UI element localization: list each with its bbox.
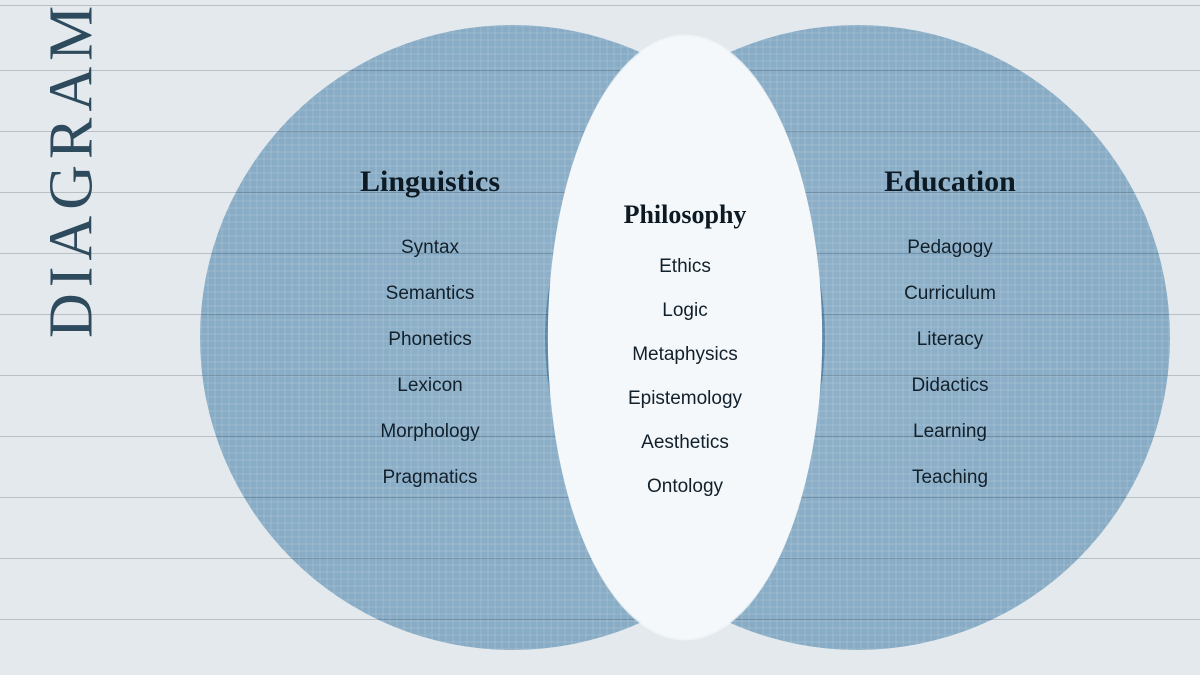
venn-center-item: Epistemology: [628, 388, 742, 410]
venn-left-item: Phonetics: [388, 329, 471, 351]
venn-left-column: Linguistics Syntax Semantics Phonetics L…: [290, 165, 570, 513]
venn-right-column: Education Pedagogy Curriculum Literacy D…: [810, 165, 1090, 513]
venn-left-item: Syntax: [401, 237, 459, 259]
venn-center-item: Aesthetics: [641, 432, 729, 454]
venn-right-item: Didactics: [911, 375, 988, 397]
venn-left-item: Morphology: [380, 421, 479, 443]
venn-center-title: Philosophy: [624, 200, 747, 230]
venn-left-item: Semantics: [386, 283, 475, 305]
venn-left-item: Pragmatics: [382, 467, 477, 489]
venn-right-item: Literacy: [917, 329, 984, 351]
venn-diagram: Linguistics Syntax Semantics Phonetics L…: [200, 25, 1170, 650]
venn-right-item: Learning: [913, 421, 987, 443]
side-title: DIAGRAM: [37, 0, 108, 338]
venn-right-item: Teaching: [912, 467, 988, 489]
venn-right-item: Pedagogy: [907, 237, 993, 259]
venn-center-item: Ethics: [659, 256, 711, 278]
venn-right-item: Curriculum: [904, 283, 996, 305]
venn-center-item: Logic: [662, 300, 707, 322]
venn-center-item: Metaphysics: [632, 344, 738, 366]
venn-left-title: Linguistics: [360, 165, 500, 199]
venn-left-item: Lexicon: [397, 375, 463, 397]
venn-center-item: Ontology: [647, 476, 723, 498]
venn-center-column: Philosophy Ethics Logic Metaphysics Epis…: [600, 200, 770, 520]
venn-right-title: Education: [884, 165, 1016, 199]
